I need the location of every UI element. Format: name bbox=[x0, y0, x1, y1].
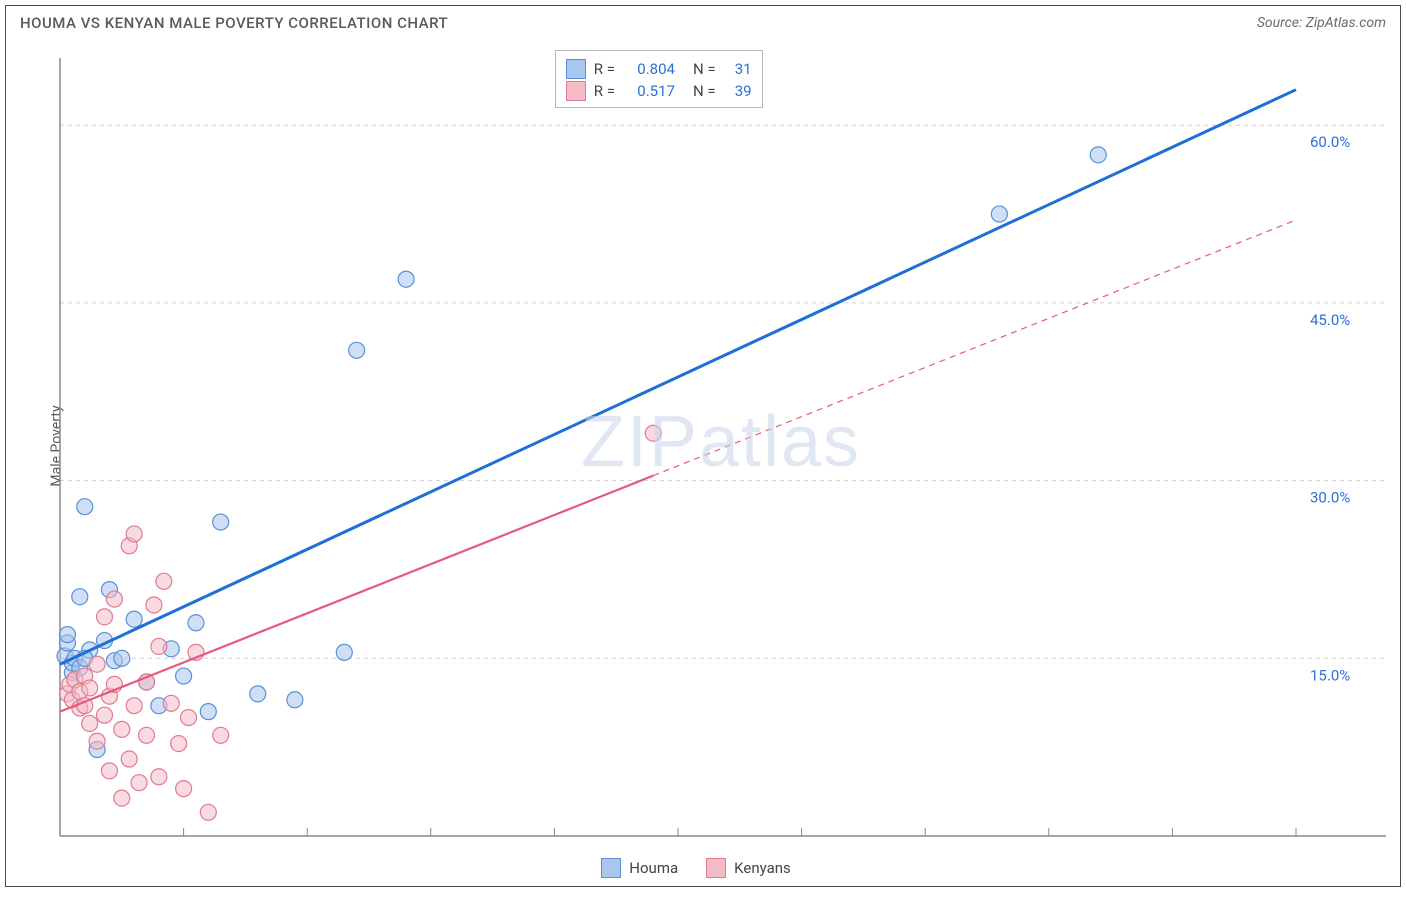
stats-legend: R = 0.804 N = 31 R = 0.517 N = 39 bbox=[555, 50, 763, 108]
stats-r-label: R = bbox=[594, 82, 615, 100]
legend-swatch bbox=[566, 59, 586, 79]
stats-n-label: N = bbox=[693, 82, 716, 100]
scatter-svg: 15.0% 30.0% 45.0% 60.0% 0.0% 50.0% bbox=[56, 46, 1386, 846]
svg-text:30.0%: 30.0% bbox=[1310, 489, 1350, 507]
stats-r-label: R = bbox=[594, 60, 615, 78]
series-name: Kenyans bbox=[734, 859, 791, 877]
svg-text:0.0%: 0.0% bbox=[70, 844, 102, 846]
svg-text:60.0%: 60.0% bbox=[1310, 133, 1350, 151]
stats-n-value: 31 bbox=[724, 60, 752, 78]
chart-header: HOUMA VS KENYAN MALE POVERTY CORRELATION… bbox=[6, 6, 1400, 38]
stats-r-value: 0.804 bbox=[623, 60, 675, 78]
series-legend-item: Houma bbox=[601, 858, 678, 878]
stats-n-value: 39 bbox=[724, 82, 752, 100]
series-legend: Houma Kenyans bbox=[601, 858, 790, 878]
svg-text:45.0%: 45.0% bbox=[1310, 311, 1350, 329]
stats-row: R = 0.804 N = 31 bbox=[566, 59, 752, 79]
svg-text:50.0%: 50.0% bbox=[1336, 844, 1376, 846]
plot-area: ZIPatlas 15.0%30.0%45.0%60.0%0.0%50.0% R… bbox=[56, 46, 1386, 846]
stats-row: R = 0.517 N = 39 bbox=[566, 81, 752, 101]
stats-r-value: 0.517 bbox=[623, 82, 675, 100]
legend-swatch bbox=[706, 858, 726, 878]
series-name: Houma bbox=[629, 859, 678, 877]
svg-text:15.0%: 15.0% bbox=[1310, 666, 1350, 684]
legend-swatch bbox=[601, 858, 621, 878]
chart-source: Source: ZipAtlas.com bbox=[1257, 15, 1386, 31]
chart-container: HOUMA VS KENYAN MALE POVERTY CORRELATION… bbox=[5, 5, 1401, 887]
series-legend-item: Kenyans bbox=[706, 858, 791, 878]
stats-n-label: N = bbox=[693, 60, 716, 78]
legend-swatch bbox=[566, 81, 586, 101]
chart-title: HOUMA VS KENYAN MALE POVERTY CORRELATION… bbox=[20, 14, 448, 32]
